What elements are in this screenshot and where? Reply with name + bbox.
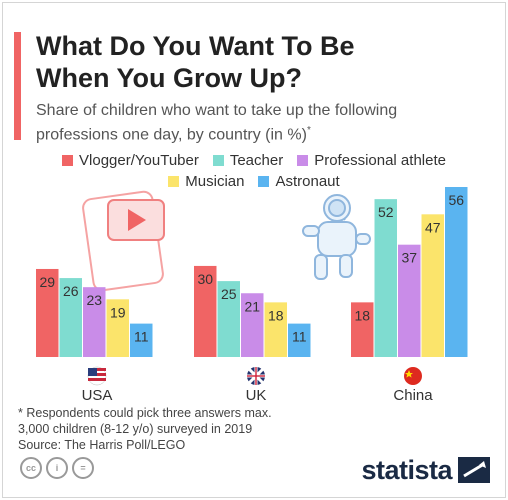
nd-icon: = xyxy=(72,457,94,479)
value-label-china-musician: 47 xyxy=(425,219,441,235)
bar-uk-musician xyxy=(264,302,287,357)
value-label-usa-vlogger: 29 xyxy=(39,274,55,290)
subtitle-footnote-mark: * xyxy=(306,125,311,136)
bar-uk-teacher xyxy=(217,281,240,357)
footnote-respondents: * Respondents could pick three answers m… xyxy=(18,406,272,420)
statista-logo: statista xyxy=(361,455,452,485)
value-label-usa-teacher: 26 xyxy=(63,283,79,299)
subtitle-line-2-text: professions one day, by country (in %) xyxy=(36,126,307,144)
value-label-usa-astronaut: 11 xyxy=(134,329,149,345)
bar-china-teacher xyxy=(374,199,397,357)
value-label-china-astronaut: 56 xyxy=(448,192,464,208)
cc-icon: cc xyxy=(20,457,42,479)
bar-china-musician xyxy=(421,214,444,357)
value-label-uk-astronaut: 11 xyxy=(292,329,307,345)
statista-logo-mark xyxy=(458,457,490,483)
bar-uk-athlete xyxy=(241,293,264,357)
category-label-uk: UK xyxy=(246,387,267,404)
footnote-sample: 3,000 children (8-12 y/o) surveyed in 20… xyxy=(18,422,253,436)
accent-bar xyxy=(14,32,21,140)
value-label-uk-athlete: 21 xyxy=(244,298,260,314)
legend-item-musician: Musician xyxy=(168,173,244,190)
category-label-usa: USA xyxy=(82,387,113,404)
value-label-china-teacher: 52 xyxy=(378,204,394,220)
value-label-uk-vlogger: 30 xyxy=(197,271,213,287)
bars-layer: 29 26 23 19 11 30 25 21 18 11 18 52 37 47 56 xyxy=(36,187,468,357)
value-label-usa-musician: 19 xyxy=(110,304,126,320)
bar-usa-athlete xyxy=(83,287,106,357)
footnote-source: Source: The Harris Poll/LEGO xyxy=(18,438,186,452)
usa-flag-icon xyxy=(87,366,107,386)
bar-usa-astronaut xyxy=(130,323,153,357)
bar-china-astronaut xyxy=(445,187,468,357)
value-label-usa-athlete: 23 xyxy=(86,292,102,308)
bar-usa-vlogger xyxy=(36,268,59,357)
astronaut-icon xyxy=(302,194,371,280)
legend-swatch-teacher xyxy=(212,155,224,166)
legend-swatch-astronaut xyxy=(258,176,270,187)
legend-swatch-vlogger xyxy=(62,155,74,166)
flags-layer xyxy=(87,366,422,386)
legend-swatch-musician xyxy=(168,176,180,187)
bar-usa-musician xyxy=(106,299,129,357)
legend-item-athlete: Professional athlete xyxy=(297,152,446,169)
legend-item-astronaut: Astronaut xyxy=(258,173,340,190)
subtitle-line-1: Share of children who want to take up th… xyxy=(36,102,398,119)
legend-label-vlogger: Vlogger/YouTuber xyxy=(79,152,199,169)
chart-title: What Do You Want To Be When You Grow Up? xyxy=(36,30,496,94)
title-line-1: What Do You Want To Be xyxy=(36,31,355,61)
legend-row-1: Vlogger/YouTuber Teacher Professional at… xyxy=(0,152,508,169)
category-label-china: China xyxy=(393,387,433,404)
value-label-uk-musician: 18 xyxy=(268,307,284,323)
legend-label-teacher: Teacher xyxy=(229,152,284,169)
bar-uk-vlogger xyxy=(194,265,217,357)
subtitle-line-2: professions one day, by country (in %)* xyxy=(36,121,491,145)
legend-item-vlogger: Vlogger/YouTuber xyxy=(62,152,199,169)
value-label-china-vlogger: 18 xyxy=(354,307,370,323)
legend-item-teacher: Teacher xyxy=(212,152,284,169)
legend-swatch-athlete xyxy=(297,155,309,166)
bar-usa-teacher xyxy=(59,278,82,357)
chart-subtitle: Share of children who want to take up th… xyxy=(36,101,491,145)
video-tablet-icon xyxy=(82,190,165,292)
legend-label-musician: Musician xyxy=(185,173,245,190)
legend-label-athlete: Professional athlete xyxy=(314,152,446,169)
legend-row-2: Musician Astronaut xyxy=(0,173,508,190)
by-icon: i xyxy=(46,457,68,479)
bar-china-athlete xyxy=(398,244,421,357)
category-labels: USA UK China xyxy=(82,387,434,404)
title-line-2: When You Grow Up? xyxy=(36,63,302,93)
china-flag-icon xyxy=(404,367,422,385)
bar-china-vlogger xyxy=(351,302,374,357)
value-label-uk-teacher: 25 xyxy=(221,286,237,302)
bar-uk-astronaut xyxy=(288,323,311,357)
legend-label-astronaut: Astronaut xyxy=(275,173,340,190)
value-label-china-athlete: 37 xyxy=(401,250,417,266)
uk-flag-icon xyxy=(247,367,265,385)
